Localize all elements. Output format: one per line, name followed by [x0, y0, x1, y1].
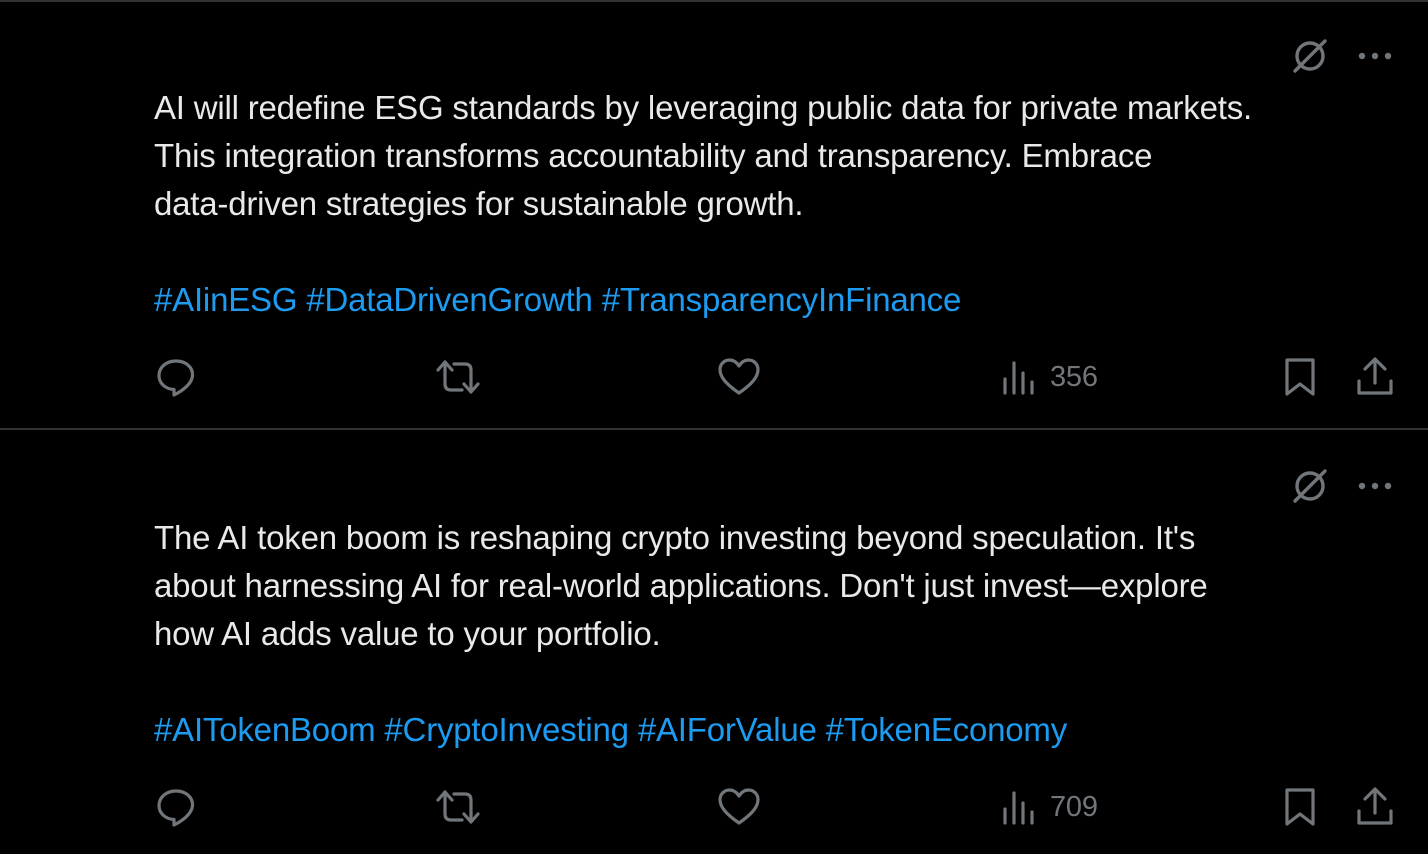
hashtag-link[interactable]: #AIinESG [154, 281, 298, 318]
like-button[interactable] [716, 782, 762, 832]
share-button[interactable] [1354, 352, 1396, 402]
post-text-line: how AI adds value to your portfolio. [154, 615, 661, 652]
hashtag-list: #AIinESG #DataDrivenGrowth #TransparencyIn… [154, 276, 1404, 324]
post-text: AI will redefine ESG standards by levera… [154, 84, 1404, 228]
post[interactable]: AI will redefine ESG standards by levera… [0, 0, 1428, 430]
share-icon [1357, 357, 1393, 395]
post-text-line: data-driven strategies for sustainable g… [154, 185, 804, 222]
bookmark-button[interactable] [1280, 782, 1320, 832]
hashtag-list: #AITokenBoom #CryptoInvesting #AIForValue #… [154, 706, 1404, 754]
more-options-button[interactable] [1351, 464, 1399, 508]
heart-icon [718, 358, 760, 395]
views-chart-icon [1003, 361, 1034, 395]
repost-button[interactable] [434, 352, 482, 402]
reply-button[interactable] [154, 352, 198, 402]
post-text-line: about harnessing AI for real-world appli… [154, 567, 1208, 604]
grok-icon [1293, 39, 1327, 73]
bookmark-icon [1285, 358, 1315, 396]
views-chart-icon [1003, 791, 1034, 825]
repost-button[interactable] [434, 782, 482, 832]
post-text: The AI token boom is reshaping crypto in… [154, 514, 1404, 658]
reply-icon [157, 359, 195, 397]
views-button[interactable]: 709 [1000, 782, 1098, 832]
grok-button[interactable] [1286, 34, 1334, 78]
heart-icon [718, 788, 760, 825]
more-horizontal-icon [1358, 482, 1392, 490]
hashtag-link[interactable]: #DataDrivenGrowth [306, 281, 593, 318]
post-text-line: This integration transforms accountabili… [154, 137, 1153, 174]
share-icon [1357, 787, 1393, 825]
more-options-button[interactable] [1351, 34, 1399, 78]
views-count: 356 [1050, 360, 1098, 393]
grok-icon [1293, 469, 1327, 503]
hashtag-link[interactable]: #AIForValue [637, 711, 817, 748]
reply-button[interactable] [154, 782, 198, 832]
bookmark-icon [1285, 788, 1315, 826]
more-horizontal-icon [1358, 52, 1392, 60]
views-count: 709 [1050, 790, 1098, 823]
grok-button[interactable] [1286, 464, 1334, 508]
top-divider [0, 0, 1428, 2]
action-bar: 356 [0, 352, 1428, 402]
post-text-line: AI will redefine ESG standards by levera… [154, 89, 1252, 126]
repost-icon [436, 360, 480, 394]
hashtag-link[interactable]: #TransparencyInFinance [601, 281, 962, 318]
share-button[interactable] [1354, 782, 1396, 832]
hashtag-link[interactable]: #CryptoInvesting [384, 711, 629, 748]
post[interactable]: The AI token boom is reshaping crypto in… [0, 432, 1428, 854]
post-text-line: The AI token boom is reshaping crypto in… [154, 519, 1196, 556]
views-button[interactable]: 356 [1000, 352, 1098, 402]
hashtag-link[interactable]: #AITokenBoom [154, 711, 376, 748]
action-bar: 709 [0, 782, 1428, 832]
bookmark-button[interactable] [1280, 352, 1320, 402]
hashtag-link[interactable]: #TokenEconomy [825, 711, 1068, 748]
repost-icon [436, 790, 480, 824]
reply-icon [157, 789, 195, 827]
like-button[interactable] [716, 352, 762, 402]
